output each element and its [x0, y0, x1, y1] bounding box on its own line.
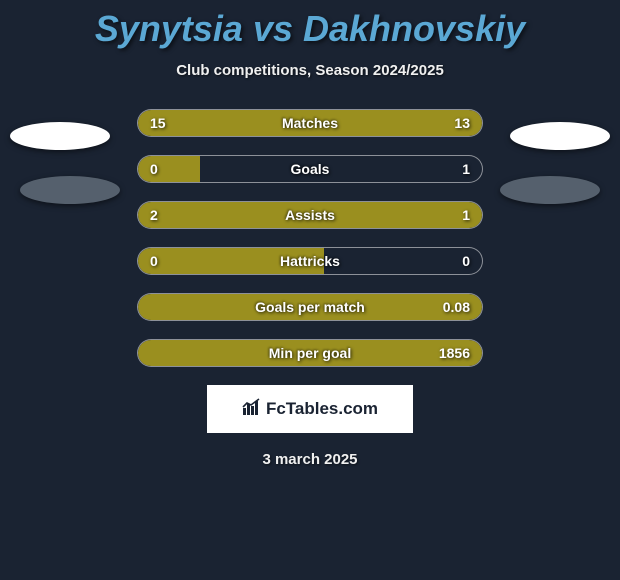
stats-area: 15 Matches 13 0 Goals 1 2 Assists 1 0 Ha…	[0, 109, 620, 367]
stat-row-assists: 2 Assists 1	[137, 201, 483, 229]
vs-text: vs	[253, 8, 293, 49]
stat-label: Hattricks	[138, 248, 482, 274]
stat-val-right: 0	[462, 248, 470, 274]
stat-val-right: 1	[462, 202, 470, 228]
brand-label: FcTables.com	[266, 399, 378, 419]
player2-name: Dakhnovskiy	[303, 8, 525, 49]
brand-box[interactable]: FcTables.com	[207, 385, 413, 433]
stat-row-goals: 0 Goals 1	[137, 155, 483, 183]
brand-text: FcTables.com	[242, 398, 378, 421]
stat-label: Assists	[138, 202, 482, 228]
stat-label: Goals	[138, 156, 482, 182]
stat-val-right: 1856	[439, 340, 470, 366]
stat-val-right: 13	[454, 110, 470, 136]
stat-row-hattricks: 0 Hattricks 0	[137, 247, 483, 275]
stat-row-goals-per-match: Goals per match 0.08	[137, 293, 483, 321]
player1-name: Synytsia	[95, 8, 243, 49]
stat-row-matches: 15 Matches 13	[137, 109, 483, 137]
date-text: 3 march 2025	[0, 451, 620, 468]
stat-val-right: 0.08	[443, 294, 470, 320]
stat-label: Matches	[138, 110, 482, 136]
subtitle: Club competitions, Season 2024/2025	[0, 62, 620, 79]
stat-row-min-per-goal: Min per goal 1856	[137, 339, 483, 367]
stat-val-right: 1	[462, 156, 470, 182]
brand-bars-icon	[242, 398, 262, 421]
stat-label: Goals per match	[138, 294, 482, 320]
stat-label: Min per goal	[138, 340, 482, 366]
comparison-title: Synytsia vs Dakhnovskiy	[0, 0, 620, 50]
